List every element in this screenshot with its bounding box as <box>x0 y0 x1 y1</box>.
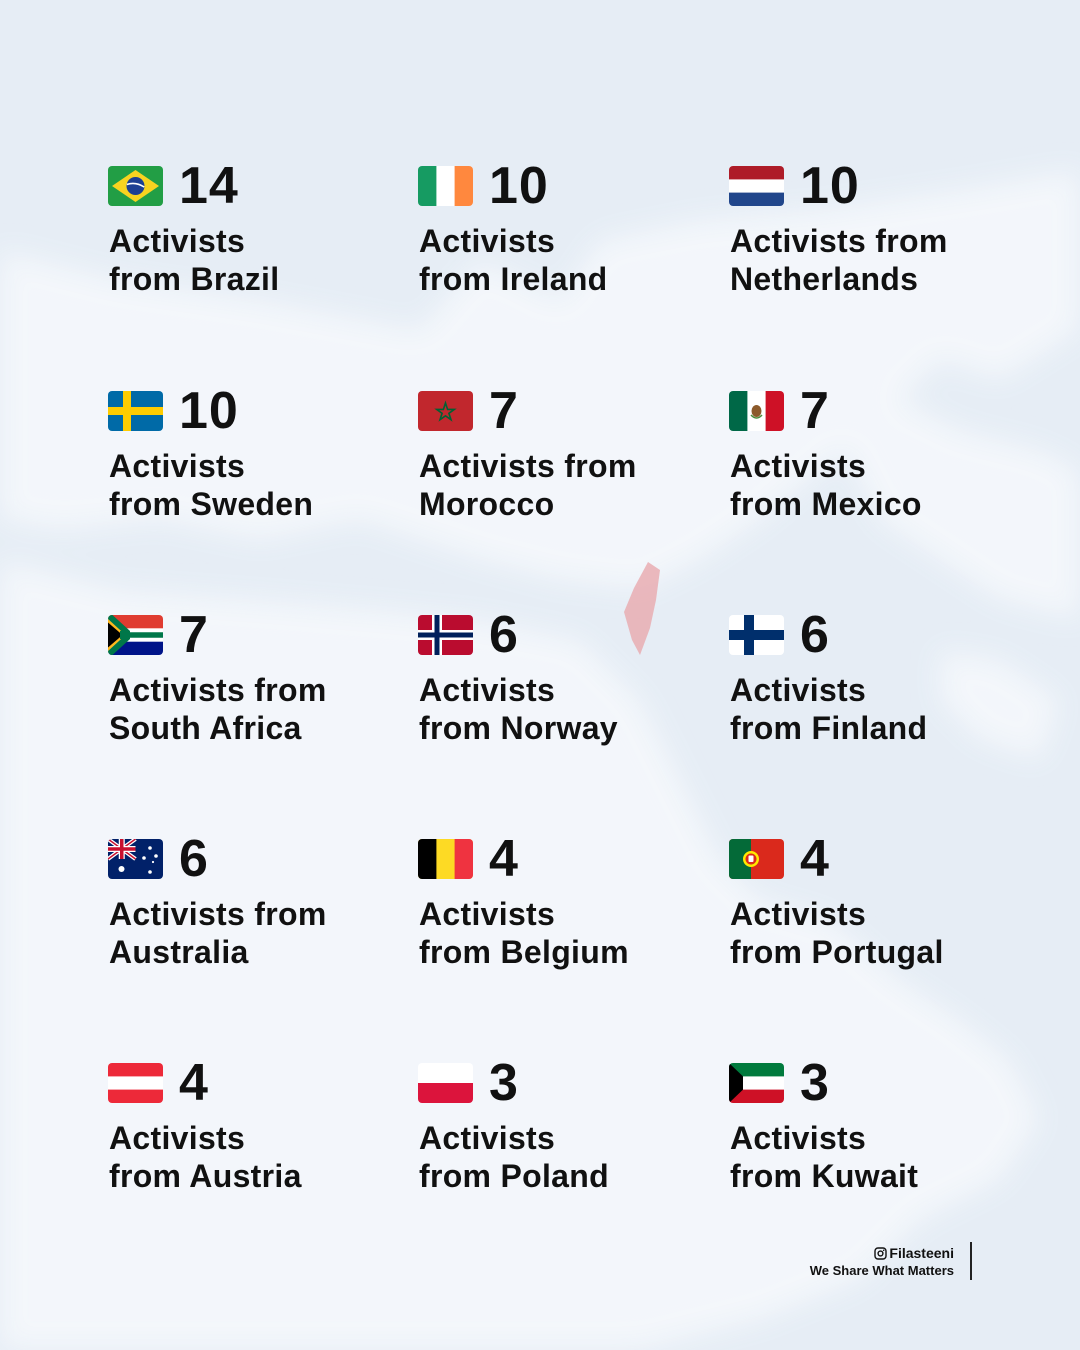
card-label: Activists from Sweden <box>109 448 314 522</box>
norway-flag-icon <box>418 615 473 655</box>
activist-count: 10 <box>179 382 239 440</box>
card-label: Activists from Ireland <box>419 223 608 297</box>
card-label: Activists from Poland <box>419 1120 609 1194</box>
activist-count: 7 <box>800 382 830 440</box>
country-card-kuwait: 3 Activists from Kuwait <box>729 1055 1049 1215</box>
activist-count: 6 <box>489 606 519 664</box>
country-card-ireland: 10 Activists from Ireland <box>418 158 738 318</box>
card-header: 10 <box>108 383 239 439</box>
country-card-mexico: 7 Activists from Mexico <box>729 383 1049 543</box>
footer-divider <box>970 1242 972 1280</box>
card-header: 10 <box>729 158 860 214</box>
activist-count: 4 <box>179 1054 209 1112</box>
country-card-portugal: 4 Activists from Portugal <box>729 831 1049 991</box>
card-label: Activists from Netherlands <box>730 223 948 297</box>
card-header: 6 <box>729 607 830 663</box>
card-label: Activists from Portugal <box>730 896 944 970</box>
brazil-flag-icon <box>108 166 163 206</box>
activist-count: 7 <box>489 382 519 440</box>
mexico-flag-icon <box>729 391 784 431</box>
card-header: 7 <box>729 383 830 439</box>
austria-flag-icon <box>108 1063 163 1103</box>
activist-count: 4 <box>800 830 830 888</box>
card-label: Activists from South Africa <box>109 672 327 746</box>
country-card-australia: 6 Activists from Australia <box>108 831 428 991</box>
footer-credit: Filasteeni We Share What Matters <box>810 1244 954 1280</box>
card-header: 3 <box>418 1055 519 1111</box>
activist-count: 7 <box>179 606 209 664</box>
ireland-flag-icon <box>418 166 473 206</box>
palestine-highlight <box>624 562 660 655</box>
country-card-poland: 3 Activists from Poland <box>418 1055 738 1215</box>
instagram-icon <box>874 1246 888 1260</box>
activist-count: 10 <box>489 157 549 215</box>
country-card-brazil: 14 Activists from Brazil <box>108 158 428 318</box>
card-header: 6 <box>108 831 209 887</box>
card-label: Activists from Australia <box>109 896 327 970</box>
country-card-morocco: 7 Activists from Morocco <box>418 383 738 543</box>
country-card-norway: 6 Activists from Norway <box>418 607 738 767</box>
activist-count: 3 <box>489 1054 519 1112</box>
card-label: Activists from Mexico <box>730 448 922 522</box>
country-card-finland: 6 Activists from Finland <box>729 607 1049 767</box>
card-label: Activists from Kuwait <box>730 1120 919 1194</box>
poland-flag-icon <box>418 1063 473 1103</box>
country-card-austria: 4 Activists from Austria <box>108 1055 428 1215</box>
card-label: Activists from Austria <box>109 1120 302 1194</box>
instagram-handle[interactable]: Filasteeni <box>810 1244 954 1262</box>
activist-count: 3 <box>800 1054 830 1112</box>
handle-text: Filasteeni <box>889 1245 954 1261</box>
activist-count: 14 <box>179 157 239 215</box>
netherlands-flag-icon <box>729 166 784 206</box>
card-label: Activists from Norway <box>419 672 618 746</box>
card-header: 14 <box>108 158 239 214</box>
card-header: 4 <box>729 831 830 887</box>
morocco-flag-icon <box>418 391 473 431</box>
kuwait-flag-icon <box>729 1063 784 1103</box>
activist-count: 4 <box>489 830 519 888</box>
card-header: 4 <box>108 1055 209 1111</box>
south-africa-flag-icon <box>108 615 163 655</box>
activist-count: 6 <box>800 606 830 664</box>
card-label: Activists from Belgium <box>419 896 629 970</box>
activist-count: 10 <box>800 157 860 215</box>
card-label: Activists from Brazil <box>109 223 280 297</box>
australia-flag-icon <box>108 839 163 879</box>
activist-count: 6 <box>179 830 209 888</box>
card-header: 4 <box>418 831 519 887</box>
card-label: Activists from Morocco <box>419 448 637 522</box>
country-card-south-africa: 7 Activists from South Africa <box>108 607 428 767</box>
card-header: 10 <box>418 158 549 214</box>
card-header: 3 <box>729 1055 830 1111</box>
card-header: 7 <box>108 607 209 663</box>
country-card-sweden: 10 Activists from Sweden <box>108 383 428 543</box>
belgium-flag-icon <box>418 839 473 879</box>
tagline: We Share What Matters <box>809 1263 954 1278</box>
country-card-belgium: 4 Activists from Belgium <box>418 831 738 991</box>
card-header: 6 <box>418 607 519 663</box>
portugal-flag-icon <box>729 839 784 879</box>
sweden-flag-icon <box>108 391 163 431</box>
country-card-netherlands: 10 Activists from Netherlands <box>729 158 1049 318</box>
card-label: Activists from Finland <box>730 672 928 746</box>
finland-flag-icon <box>729 615 784 655</box>
card-header: 7 <box>418 383 519 439</box>
